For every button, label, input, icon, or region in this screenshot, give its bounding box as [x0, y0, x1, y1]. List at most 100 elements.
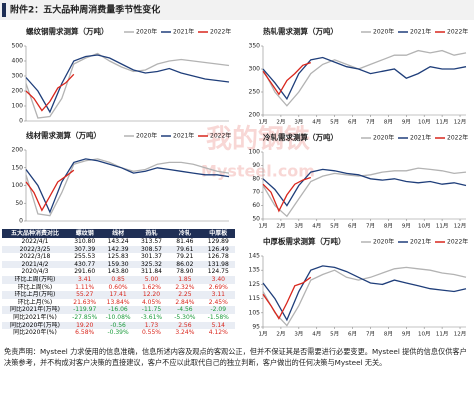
y-tick-label: 105 — [249, 309, 261, 316]
table-header: 五大品种消费对比 — [2, 229, 68, 238]
table-cell: 环比上周(%) — [17, 283, 53, 291]
x-tick-label: 9月 — [402, 119, 411, 126]
table-cell: 79.21 — [176, 253, 194, 261]
y-tick-label: 90 — [252, 162, 260, 169]
table-cell: 0.60% — [108, 283, 128, 291]
y-tick-label: 70 — [252, 189, 260, 196]
y-tick-label: 95 — [252, 324, 260, 331]
x-tick-label: 12月 — [454, 331, 467, 338]
y-tick-label: 125 — [249, 281, 261, 288]
table-cell: 430.77 — [68, 260, 102, 269]
table-cell: -16.06 — [101, 306, 135, 314]
x-tick-label: 1月 — [259, 223, 268, 230]
table-cell: -2.09 — [201, 306, 235, 314]
y-tick-label: 200 — [12, 147, 24, 154]
y-tick-label: 200 — [249, 112, 261, 119]
x-tick-label: 12月 — [454, 223, 467, 230]
series-line — [262, 168, 467, 207]
y-tick-label: 145 — [249, 253, 261, 260]
y-tick-label: 100 — [12, 182, 24, 189]
table-cell: 55.27 — [68, 291, 102, 299]
table-cell: 2.25 — [168, 291, 202, 299]
y-tick-label: 200 — [12, 88, 24, 95]
x-tick-label: 9月 — [402, 331, 411, 338]
series-line — [25, 158, 230, 217]
table-cell: -4.56 — [168, 306, 202, 314]
table-cell: 125.83 — [107, 253, 129, 261]
table-cell: 1.11% — [75, 283, 95, 291]
x-tick-label: 2月 — [276, 223, 285, 230]
y-tick-label: 350 — [249, 43, 261, 50]
table-cell: 5.00 — [134, 275, 169, 284]
y-tick-label: 300 — [249, 66, 261, 73]
x-tick-label: 5月 — [330, 331, 339, 338]
x-tick-label: 4月 — [312, 331, 321, 338]
x-tick-label: 9月 — [402, 223, 411, 230]
series-line — [262, 176, 312, 213]
x-tick-label: 3月 — [294, 223, 303, 230]
x-tick-label: 6月 — [348, 119, 357, 126]
table-cell: 307.39 — [68, 245, 102, 254]
table-cell: 21.63% — [73, 298, 97, 306]
table-cell: -3.61% — [140, 313, 163, 321]
table-cell: 3.40 — [201, 275, 235, 284]
table-cell: 19.20 — [68, 321, 102, 330]
table-cell: 同比2021年(%) — [13, 313, 57, 321]
table-cell: 310.80 — [74, 238, 96, 245]
disclaimer: 免责声明：Mysteel 力求使用的信息准确，信息所述内容及观点的客观公正，但并… — [4, 347, 467, 367]
table-cell: 环比上周(万吨) — [2, 275, 68, 284]
x-tick-label: 2月 — [276, 331, 285, 338]
series-line — [262, 56, 467, 101]
table-cell: 143.80 — [107, 268, 129, 276]
table-cell: 5.14 — [201, 321, 235, 330]
table-cell: 124.75 — [207, 268, 229, 276]
table-cell: 6.58% — [75, 329, 95, 337]
table-header: 热轧 — [134, 229, 169, 238]
table-cell: 3.11 — [201, 291, 235, 299]
y-tick-label: 50 — [252, 216, 260, 223]
table-header: 冷轧 — [168, 229, 202, 238]
table-cell: 308.57 — [134, 245, 169, 254]
table-cell: -119.97 — [68, 306, 102, 314]
y-tick-label: 400 — [12, 58, 24, 65]
x-tick-label: 12月 — [454, 119, 467, 126]
table-cell: 17.41 — [101, 291, 135, 299]
x-tick-label: 4月 — [312, 119, 321, 126]
chart-title: 热轧需求测算（万吨） — [263, 26, 338, 36]
x-tick-label: 7月 — [366, 119, 375, 126]
series-line — [25, 52, 230, 119]
table-cell: 142.39 — [101, 245, 135, 254]
table-cell: 129.89 — [207, 238, 229, 245]
y-tick-label: 300 — [12, 73, 24, 80]
series-line — [262, 265, 467, 322]
table-cell: -1.58% — [207, 313, 229, 321]
x-tick-label: 10月 — [418, 119, 431, 126]
series-line — [25, 158, 230, 214]
table-cell: 2.56 — [168, 321, 202, 330]
table-cell: 0.85 — [101, 275, 135, 284]
legend-label: 2020年 — [136, 132, 157, 140]
table-cell: 131.98 — [201, 260, 235, 269]
x-tick-label: 11月 — [436, 223, 449, 230]
watermark-logo: 我的钢铁 — [206, 124, 310, 155]
x-tick-label: 11月 — [436, 119, 449, 126]
table-cell: 2020/4/3 — [21, 268, 49, 276]
legend-label: 2020年 — [373, 28, 394, 36]
table-cell: 环比上月(万吨) — [2, 291, 68, 299]
legend-label: 2021年 — [410, 238, 431, 246]
x-tick-label: 10月 — [418, 331, 431, 338]
y-tick-label: 135 — [249, 267, 261, 274]
chart-title: 线材需求测算（万吨） — [26, 130, 101, 140]
table-cell: 4.12% — [208, 329, 228, 337]
x-tick-label: 10月 — [418, 223, 431, 230]
legend-label: 2021年 — [410, 28, 431, 36]
series-line — [25, 73, 75, 112]
header-mark — [2, 3, 6, 17]
table-cell: 2.84% — [175, 298, 195, 306]
watermark-site: Mysteel.com — [201, 162, 315, 181]
legend-label: 2022年 — [447, 134, 468, 142]
series-line — [262, 167, 467, 218]
x-tick-label: 2月 — [276, 119, 285, 126]
table-cell: 0.55% — [141, 329, 161, 337]
